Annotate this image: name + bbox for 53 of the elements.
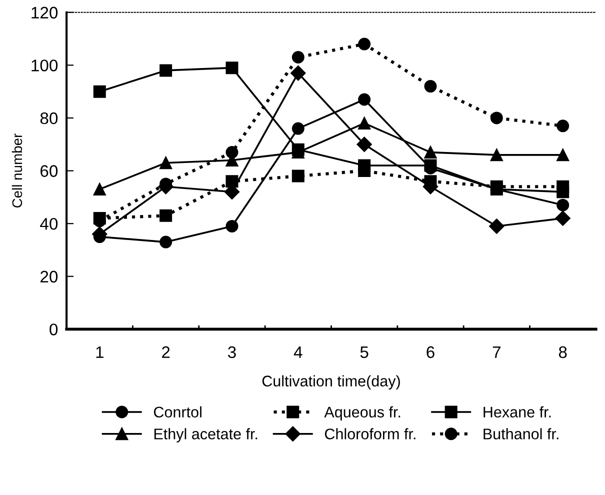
point — [160, 64, 172, 77]
point — [555, 210, 570, 226]
point — [358, 159, 371, 172]
point — [358, 117, 371, 130]
y-tick-label: 60 — [40, 165, 58, 177]
point — [93, 85, 106, 98]
legend-label: Chloroform fr. — [324, 428, 416, 440]
point — [93, 183, 106, 196]
point — [226, 220, 238, 232]
point — [556, 186, 570, 198]
x-tick-label: 1 — [96, 346, 104, 358]
y-tick-label: 0 — [50, 324, 58, 336]
x-tick-label: 2 — [162, 346, 170, 358]
y-tick-label: 20 — [40, 270, 58, 283]
x-axis-title: Cultivation time(day) — [262, 375, 400, 390]
y-tick-label: 80 — [40, 112, 58, 124]
legend-label: Aqueous fr. — [324, 406, 400, 421]
point — [556, 148, 570, 162]
point — [490, 112, 503, 124]
point — [424, 159, 437, 172]
point — [490, 148, 503, 162]
point — [424, 80, 437, 93]
point — [489, 218, 504, 234]
point — [358, 38, 371, 50]
y-tick-label: 100 — [32, 60, 58, 72]
point — [424, 146, 437, 159]
point — [556, 198, 570, 212]
x-tick-label: 5 — [360, 346, 368, 358]
point — [160, 156, 172, 170]
point — [292, 122, 304, 135]
legend-label: Conrtol — [154, 406, 202, 418]
point — [292, 51, 304, 64]
point — [160, 209, 172, 222]
point — [490, 183, 503, 196]
x-tick-label: 6 — [426, 346, 434, 358]
legend-label: Ethyl acetate fr. — [154, 428, 258, 442]
point — [356, 136, 372, 152]
y-axis-title: Cell number — [12, 134, 22, 208]
y-tick-label: 120 — [32, 6, 58, 19]
point — [160, 236, 172, 248]
legend-label: Buthanol fr. — [484, 428, 558, 440]
x-tick-label: 7 — [492, 346, 500, 358]
point — [226, 62, 238, 74]
legend-label: Hexane fr. — [484, 406, 551, 418]
x-tick-label: 4 — [294, 346, 302, 358]
x-tick-label: 8 — [558, 346, 567, 358]
point — [226, 146, 238, 159]
point — [556, 120, 570, 132]
y-tick-label: 40 — [40, 218, 58, 230]
point — [290, 66, 306, 81]
x-tick-label: 3 — [228, 346, 236, 358]
point — [292, 170, 304, 182]
point — [358, 93, 371, 106]
